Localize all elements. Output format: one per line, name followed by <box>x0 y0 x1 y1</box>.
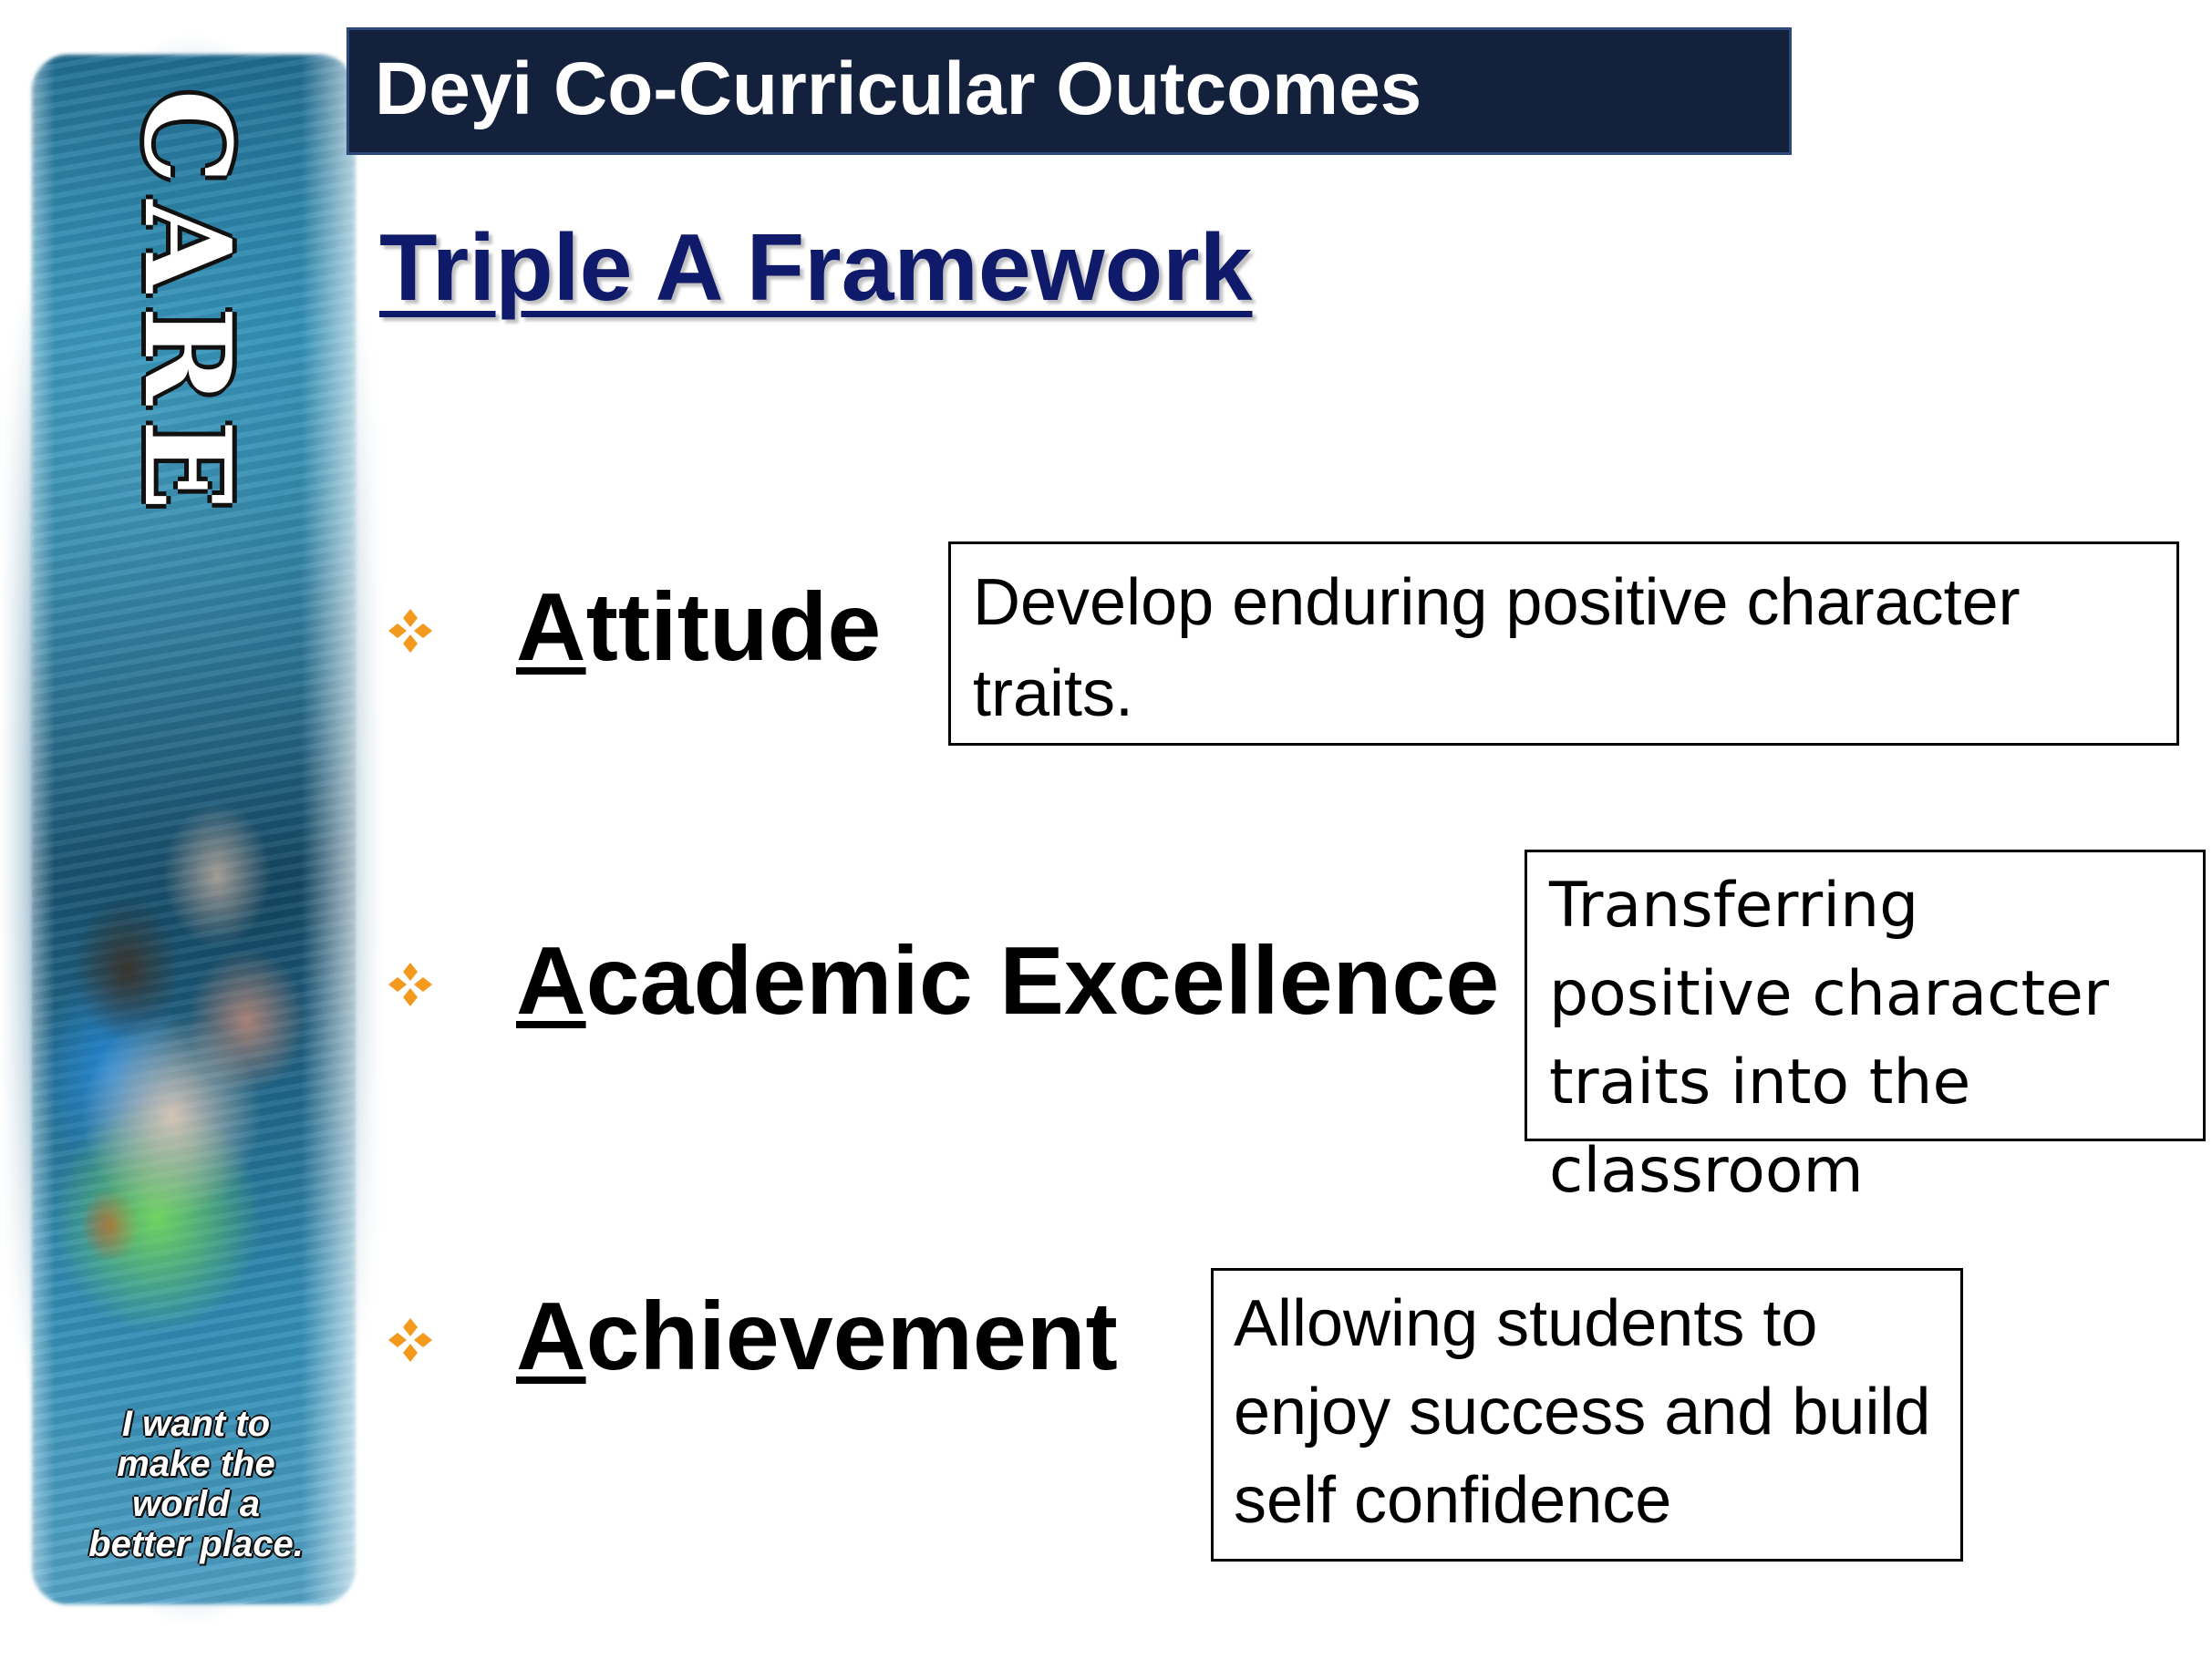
description-box-achievement: Allowing students to enjoy success and b… <box>1211 1268 1963 1562</box>
tagline-line: I want to <box>121 1404 271 1444</box>
slide-title: Deyi Co-Curricular Outcomes <box>375 47 1422 130</box>
care-logo: C A R E <box>118 82 257 520</box>
description-box-attitude: Develop enduring positive character trai… <box>948 541 2179 746</box>
term-academic-excellence: Academic Excellence <box>516 926 1499 1036</box>
banner-fade-right <box>301 0 383 1660</box>
four-diamond-bullet-icon <box>387 1316 434 1364</box>
description-text: Transferring positive character traits i… <box>1549 870 2109 1207</box>
term-initial: A <box>516 1283 586 1390</box>
slide-subtitle: Triple A Framework <box>379 215 1253 321</box>
banner-tagline: I want to make the world a better place. <box>50 1404 342 1564</box>
term-initial: A <box>516 573 586 681</box>
term-rest: chievement <box>585 1283 1118 1390</box>
term-achievement: Achievement <box>516 1282 1118 1392</box>
term-rest: cademic Excellence <box>585 927 1500 1035</box>
tagline-line: better place. <box>88 1524 304 1564</box>
children-photo <box>36 693 337 1422</box>
description-box-academic-excellence: Transferring positive character traits i… <box>1525 850 2206 1207</box>
term-attitude: Attitude <box>516 572 881 683</box>
banner-fade-left <box>0 0 55 1660</box>
description-text: Allowing students to enjoy success and b… <box>1234 1287 1931 1537</box>
description-text: Develop enduring positive character trai… <box>973 566 2021 730</box>
tagline-line: world a <box>131 1484 261 1524</box>
care-letter: E <box>118 419 257 510</box>
term-rest: ttitude <box>585 573 882 681</box>
title-bar: Deyi Co-Curricular Outcomes <box>346 27 1792 155</box>
four-diamond-bullet-icon <box>387 607 434 655</box>
four-diamond-bullet-icon <box>387 961 434 1008</box>
tagline-line: make the <box>117 1444 275 1484</box>
term-initial: A <box>516 927 586 1035</box>
